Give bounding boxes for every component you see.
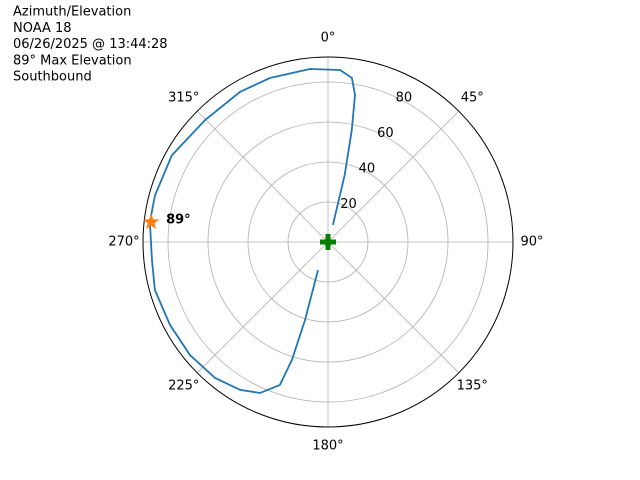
title-line: 06/26/2025 @ 13:44:28	[13, 37, 168, 52]
max-elevation-label: 89°	[166, 213, 191, 228]
theta-tick-label: 90°	[520, 235, 543, 250]
title-line: Azimuth/Elevation	[13, 5, 131, 20]
theta-grid-line	[327, 110, 460, 243]
title-line: NOAA 18	[13, 21, 72, 36]
r-tick-label: 20	[340, 197, 357, 212]
polar-frame	[142, 56, 514, 428]
theta-tick-label: 315°	[168, 90, 199, 105]
title-line: 89° Max Elevation	[13, 53, 132, 68]
title-line: Southbound	[13, 70, 92, 85]
center-marker	[320, 234, 336, 250]
r-tick-label: 60	[377, 126, 394, 141]
theta-tick-label: 270°	[108, 235, 139, 250]
theta-grid-line	[196, 241, 329, 374]
r-tick-label: 40	[359, 162, 376, 177]
theta-grid-line	[327, 241, 460, 374]
theta-tick-label: 135°	[457, 379, 488, 394]
theta-tick-label: 225°	[168, 379, 199, 394]
max-elevation-marker	[143, 213, 160, 229]
theta-tick-label: 45°	[461, 90, 484, 105]
trajectory-line	[148, 68, 356, 394]
theta-grid-line	[196, 110, 329, 243]
theta-tick-label: 180°	[312, 439, 343, 454]
r-tick-label: 80	[396, 91, 413, 106]
theta-tick-label: 0°	[321, 31, 336, 46]
